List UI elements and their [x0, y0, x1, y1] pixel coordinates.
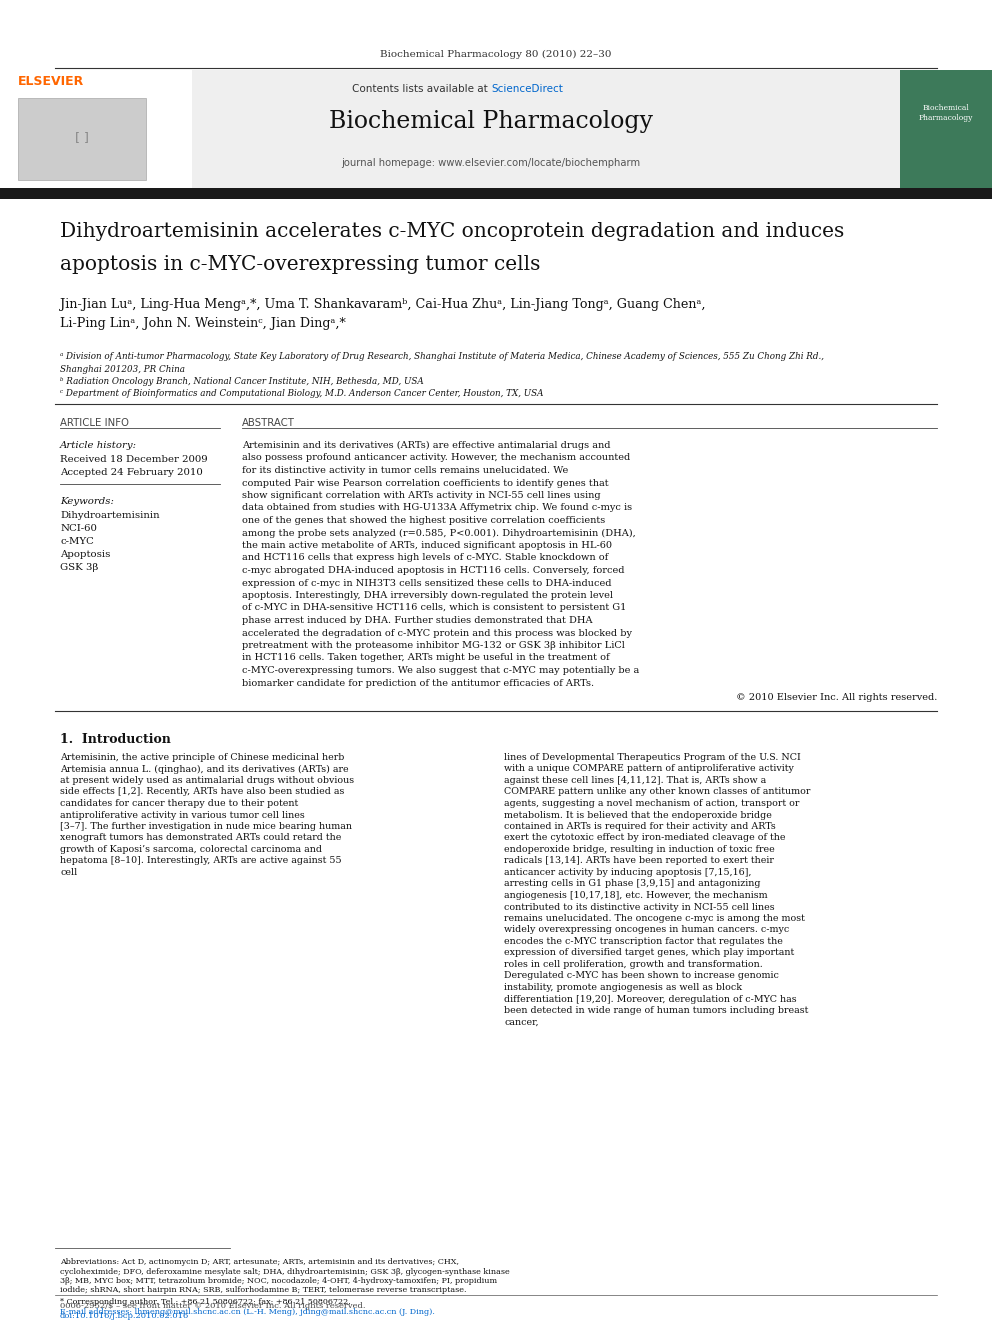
Bar [55, 70, 937, 188]
Text: expression of c-myc in NIH3T3 cells sensitized these cells to DHA-induced: expression of c-myc in NIH3T3 cells sens… [242, 578, 611, 587]
Text: and HCT116 cells that express high levels of c-MYC. Stable knockdown of: and HCT116 cells that express high level… [242, 553, 608, 562]
Text: Artemisinin, the active principle of Chinese medicinal herb: Artemisinin, the active principle of Chi… [60, 753, 344, 762]
Text: side effects [1,2]. Recently, ARTs have also been studied as: side effects [1,2]. Recently, ARTs have … [60, 787, 344, 796]
Text: NCI-60: NCI-60 [60, 524, 97, 533]
Text: hepatoma [8–10]. Interestingly, ARTs are active against 55: hepatoma [8–10]. Interestingly, ARTs are… [60, 856, 341, 865]
Text: © 2010 Elsevier Inc. All rights reserved.: © 2010 Elsevier Inc. All rights reserved… [736, 693, 937, 703]
Text: Contents lists available at: Contents lists available at [352, 83, 491, 94]
Text: 3β; MB, MYC box; MTT, tetrazolium bromide; NOC, nocodazole; 4-OHT, 4-hydroxy-tam: 3β; MB, MYC box; MTT, tetrazolium bromid… [60, 1277, 497, 1285]
Text: Article history:: Article history: [60, 441, 137, 450]
Text: instability, promote angiogenesis as well as block: instability, promote angiogenesis as wel… [504, 983, 742, 992]
Text: xenograft tumors has demonstrated ARTs could retard the: xenograft tumors has demonstrated ARTs c… [60, 833, 341, 843]
Text: Dihydroartemisinin: Dihydroartemisinin [60, 511, 160, 520]
Text: lines of Developmental Therapeutics Program of the U.S. NCI: lines of Developmental Therapeutics Prog… [504, 753, 801, 762]
Bar [0, 188, 992, 198]
Text: ABSTRACT: ABSTRACT [242, 418, 295, 429]
Text: GSK 3β: GSK 3β [60, 564, 98, 572]
Text: Deregulated c-MYC has been shown to increase genomic: Deregulated c-MYC has been shown to incr… [504, 971, 779, 980]
Text: 1.  Introduction: 1. Introduction [60, 733, 171, 746]
Bar [18, 98, 146, 180]
Text: ARTICLE INFO: ARTICLE INFO [60, 418, 129, 429]
Text: 0006-2952/$ – see front matter © 2010 Elsevier Inc. All rights reserved.: 0006-2952/$ – see front matter © 2010 El… [60, 1302, 365, 1310]
Text: also possess profound anticancer activity. However, the mechanism accounted: also possess profound anticancer activit… [242, 454, 630, 463]
Text: with a unique COMPARE pattern of antiproliferative activity: with a unique COMPARE pattern of antipro… [504, 765, 794, 774]
Text: among the probe sets analyzed (r=0.585, P<0.001). Dihydroartemisinin (DHA),: among the probe sets analyzed (r=0.585, … [242, 528, 636, 537]
Text: Keywords:: Keywords: [60, 497, 114, 505]
Text: data obtained from studies with HG-U133A Affymetrix chip. We found c-myc is: data obtained from studies with HG-U133A… [242, 504, 632, 512]
Text: encodes the c-MYC transcription factor that regulates the: encodes the c-MYC transcription factor t… [504, 937, 783, 946]
Text: ScienceDirect: ScienceDirect [491, 83, 562, 94]
Text: Li-Ping Linᵃ, John N. Weinsteinᶜ, Jian Dingᵃ,*: Li-Ping Linᵃ, John N. Weinsteinᶜ, Jian D… [60, 318, 346, 329]
Text: Apoptosis: Apoptosis [60, 550, 110, 560]
Text: ᵃ Division of Anti-tumor Pharmacology, State Key Laboratory of Drug Research, Sh: ᵃ Division of Anti-tumor Pharmacology, S… [60, 352, 824, 361]
Text: cell: cell [60, 868, 77, 877]
Text: accelerated the degradation of c-MYC protein and this process was blocked by: accelerated the degradation of c-MYC pro… [242, 628, 632, 638]
Text: c-MYC-overexpressing tumors. We also suggest that c-MYC may potentially be a: c-MYC-overexpressing tumors. We also sug… [242, 665, 639, 675]
Text: at present widely used as antimalarial drugs without obvious: at present widely used as antimalarial d… [60, 777, 354, 785]
Text: [ ]: [ ] [75, 131, 89, 144]
Text: apoptosis in c-MYC-overexpressing tumor cells: apoptosis in c-MYC-overexpressing tumor … [60, 255, 541, 274]
Text: doi:10.1016/j.bcp.2010.02.016: doi:10.1016/j.bcp.2010.02.016 [60, 1312, 189, 1320]
Text: for its distinctive activity in tumor cells remains unelucidated. We: for its distinctive activity in tumor ce… [242, 466, 568, 475]
Text: metabolism. It is believed that the endoperoxide bridge: metabolism. It is believed that the endo… [504, 811, 772, 819]
Text: ᵇ Radiation Oncology Branch, National Cancer Institute, NIH, Bethesda, MD, USA: ᵇ Radiation Oncology Branch, National Ca… [60, 377, 424, 386]
Text: Artemisinin and its derivatives (ARTs) are effective antimalarial drugs and: Artemisinin and its derivatives (ARTs) a… [242, 441, 610, 450]
Text: biomarker candidate for prediction of the antitumor efficacies of ARTs.: biomarker candidate for prediction of th… [242, 679, 594, 688]
Text: cancer,: cancer, [504, 1017, 539, 1027]
Text: ELSEVIER: ELSEVIER [18, 75, 84, 89]
Text: phase arrest induced by DHA. Further studies demonstrated that DHA: phase arrest induced by DHA. Further stu… [242, 617, 592, 624]
Text: Biochemical
Pharmacology: Biochemical Pharmacology [919, 105, 973, 122]
Text: in HCT116 cells. Taken together, ARTs might be useful in the treatment of: in HCT116 cells. Taken together, ARTs mi… [242, 654, 610, 663]
Text: Received 18 December 2009: Received 18 December 2009 [60, 455, 207, 464]
Text: expression of diversified target genes, which play important: expression of diversified target genes, … [504, 949, 795, 958]
Text: pretreatment with the proteasome inhibitor MG-132 or GSK 3β inhibitor LiCl: pretreatment with the proteasome inhibit… [242, 642, 625, 650]
Text: anticancer activity by inducing apoptosis [7,15,16],: anticancer activity by inducing apoptosi… [504, 868, 752, 877]
Text: radicals [13,14]. ARTs have been reported to exert their: radicals [13,14]. ARTs have been reporte… [504, 856, 774, 865]
Text: endoperoxide bridge, resulting in induction of toxic free: endoperoxide bridge, resulting in induct… [504, 845, 775, 855]
Text: Abbreviations: Act D, actinomycin D; ART, artesunate; ARTs, artemisinin and its : Abbreviations: Act D, actinomycin D; ART… [60, 1258, 459, 1266]
Text: cycloheximide; DFO, deferoxamine mesylate salt; DHA, dihydroartemisinin; GSK 3β,: cycloheximide; DFO, deferoxamine mesylat… [60, 1267, 510, 1275]
Text: contained in ARTs is required for their activity and ARTs: contained in ARTs is required for their … [504, 822, 776, 831]
Text: differentiation [19,20]. Moreover, deregulation of c-MYC has: differentiation [19,20]. Moreover, dereg… [504, 995, 797, 1004]
Text: Biochemical Pharmacology 80 (2010) 22–30: Biochemical Pharmacology 80 (2010) 22–30 [380, 50, 612, 60]
Text: roles in cell proliferation, growth and transformation.: roles in cell proliferation, growth and … [504, 960, 763, 968]
Text: widely overexpressing oncogenes in human cancers. c-myc: widely overexpressing oncogenes in human… [504, 926, 790, 934]
Text: arresting cells in G1 phase [3,9,15] and antagonizing: arresting cells in G1 phase [3,9,15] and… [504, 880, 761, 889]
Text: computed Pair wise Pearson correlation coefficients to identify genes that: computed Pair wise Pearson correlation c… [242, 479, 609, 487]
Text: one of the genes that showed the highest positive correlation coefficients: one of the genes that showed the highest… [242, 516, 605, 525]
Text: contributed to its distinctive activity in NCI-55 cell lines: contributed to its distinctive activity … [504, 902, 775, 912]
Text: Accepted 24 February 2010: Accepted 24 February 2010 [60, 468, 202, 478]
Bar [900, 70, 992, 188]
Text: c-myc abrogated DHA-induced apoptosis in HCT116 cells. Conversely, forced: c-myc abrogated DHA-induced apoptosis in… [242, 566, 625, 576]
Text: against these cell lines [4,11,12]. That is, ARTs show a: against these cell lines [4,11,12]. That… [504, 777, 766, 785]
Text: E-mail addresses: lhmeng@mail.shcnc.ac.cn (L.-H. Meng), jding@mail.shcnc.ac.cn (: E-mail addresses: lhmeng@mail.shcnc.ac.c… [60, 1308, 434, 1316]
Text: Jin-Jian Luᵃ, Ling-Hua Mengᵃ,*, Uma T. Shankavaramᵇ, Cai-Hua Zhuᵃ, Lin-Jiang Ton: Jin-Jian Luᵃ, Ling-Hua Mengᵃ,*, Uma T. S… [60, 298, 705, 311]
Text: exert the cytotoxic effect by iron-mediated cleavage of the: exert the cytotoxic effect by iron-media… [504, 833, 786, 843]
Text: candidates for cancer therapy due to their potent: candidates for cancer therapy due to the… [60, 799, 299, 808]
Text: COMPARE pattern unlike any other known classes of antitumor: COMPARE pattern unlike any other known c… [504, 787, 810, 796]
Text: been detected in wide range of human tumors including breast: been detected in wide range of human tum… [504, 1005, 808, 1015]
Text: [3–7]. The further investigation in nude mice bearing human: [3–7]. The further investigation in nude… [60, 822, 352, 831]
Text: antiproliferative activity in various tumor cell lines: antiproliferative activity in various tu… [60, 811, 305, 819]
Text: journal homepage: www.elsevier.com/locate/biochempharm: journal homepage: www.elsevier.com/locat… [341, 157, 641, 168]
Text: Dihydroartemisinin accelerates c-MYC oncoprotein degradation and induces: Dihydroartemisinin accelerates c-MYC onc… [60, 222, 844, 241]
Text: iodide; shRNA, short hairpin RNA; SRB, sulforhodamine B; TERT, telomerase revers: iodide; shRNA, short hairpin RNA; SRB, s… [60, 1286, 466, 1294]
Text: apoptosis. Interestingly, DHA irreversibly down-regulated the protein level: apoptosis. Interestingly, DHA irreversib… [242, 591, 613, 601]
Text: growth of Kaposi’s sarcoma, colorectal carcinoma and: growth of Kaposi’s sarcoma, colorectal c… [60, 845, 322, 855]
Text: * Corresponding author. Tel.: +86 21 50806722; fax: +86 21 50806722.: * Corresponding author. Tel.: +86 21 508… [60, 1298, 351, 1306]
Text: remains unelucidated. The oncogene c-myc is among the most: remains unelucidated. The oncogene c-myc… [504, 914, 805, 923]
Text: show significant correlation with ARTs activity in NCI-55 cell lines using: show significant correlation with ARTs a… [242, 491, 600, 500]
Bar [0, 70, 192, 188]
Text: Biochemical Pharmacology: Biochemical Pharmacology [329, 110, 653, 134]
Text: angiogenesis [10,17,18], etc. However, the mechanism: angiogenesis [10,17,18], etc. However, t… [504, 890, 768, 900]
Text: c-MYC: c-MYC [60, 537, 94, 546]
Text: the main active metabolite of ARTs, induced significant apoptosis in HL-60: the main active metabolite of ARTs, indu… [242, 541, 612, 550]
Text: Artemisia annua L. (qinghao), and its derivatives (ARTs) are: Artemisia annua L. (qinghao), and its de… [60, 765, 348, 774]
Text: of c-MYC in DHA-sensitive HCT116 cells, which is consistent to persistent G1: of c-MYC in DHA-sensitive HCT116 cells, … [242, 603, 626, 613]
Text: agents, suggesting a novel mechanism of action, transport or: agents, suggesting a novel mechanism of … [504, 799, 800, 808]
Text: Shanghai 201203, PR China: Shanghai 201203, PR China [60, 365, 185, 374]
Text: ᶜ Department of Bioinformatics and Computational Biology, M.D. Anderson Cancer C: ᶜ Department of Bioinformatics and Compu… [60, 389, 544, 398]
